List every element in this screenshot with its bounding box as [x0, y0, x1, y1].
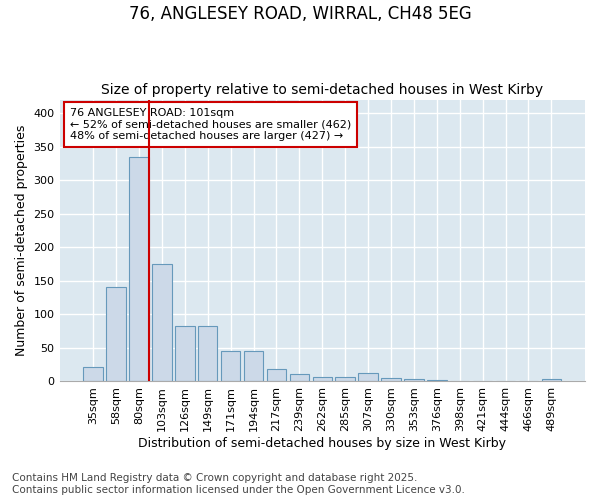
Bar — [290, 374, 309, 382]
Bar — [106, 288, 126, 382]
Bar — [83, 366, 103, 382]
Text: 76 ANGLESEY ROAD: 101sqm
← 52% of semi-detached houses are smaller (462)
48% of : 76 ANGLESEY ROAD: 101sqm ← 52% of semi-d… — [70, 108, 352, 141]
Bar — [244, 352, 263, 382]
Bar — [358, 372, 378, 382]
Bar — [404, 379, 424, 382]
Bar — [427, 380, 446, 382]
Bar — [450, 381, 469, 382]
Bar — [221, 352, 241, 382]
Bar — [313, 377, 332, 382]
Bar — [542, 379, 561, 382]
Bar — [129, 156, 149, 382]
Title: Size of property relative to semi-detached houses in West Kirby: Size of property relative to semi-detach… — [101, 83, 544, 97]
X-axis label: Distribution of semi-detached houses by size in West Kirby: Distribution of semi-detached houses by … — [138, 437, 506, 450]
Bar — [381, 378, 401, 382]
Bar — [198, 326, 217, 382]
Bar — [473, 381, 493, 382]
Bar — [335, 377, 355, 382]
Bar — [267, 370, 286, 382]
Y-axis label: Number of semi-detached properties: Number of semi-detached properties — [15, 125, 28, 356]
Bar — [175, 326, 194, 382]
Bar — [519, 381, 538, 382]
Text: Contains HM Land Registry data © Crown copyright and database right 2025.
Contai: Contains HM Land Registry data © Crown c… — [12, 474, 465, 495]
Text: 76, ANGLESEY ROAD, WIRRAL, CH48 5EG: 76, ANGLESEY ROAD, WIRRAL, CH48 5EG — [128, 5, 472, 23]
Bar — [152, 264, 172, 382]
